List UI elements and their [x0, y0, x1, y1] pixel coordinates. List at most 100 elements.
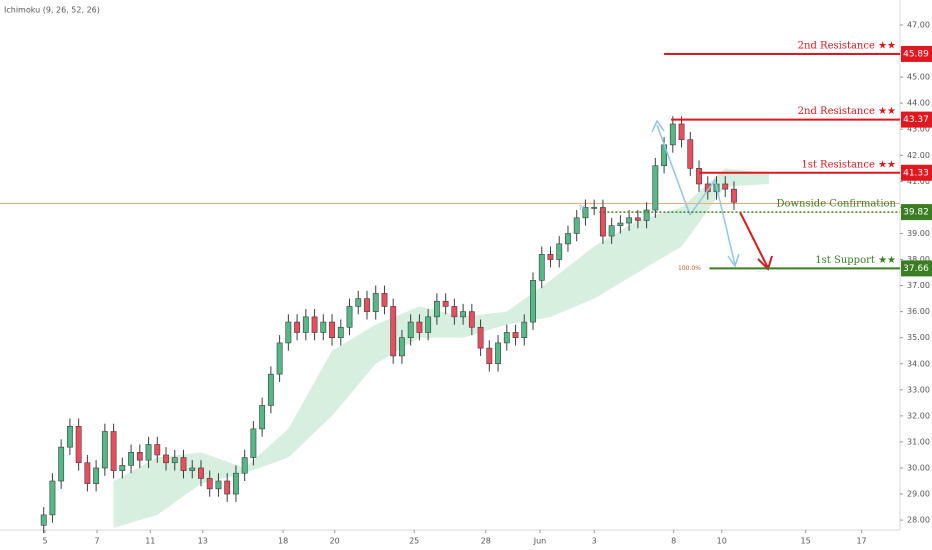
candle-body	[128, 452, 134, 466]
price-tag-label: 39.82	[903, 208, 929, 218]
level-label: 2nd Resistance ★★	[798, 40, 896, 51]
y-tick-label: 33.00	[907, 385, 930, 394]
candle-body	[652, 165, 659, 211]
candle-body	[608, 225, 615, 237]
y-tick-label: 34.00	[907, 359, 930, 368]
blue-arrow-head	[651, 119, 665, 133]
candle-body	[669, 123, 676, 146]
candle-body	[407, 321, 414, 338]
candle-body	[276, 342, 283, 375]
candle-body	[460, 311, 467, 318]
candle-body	[198, 467, 204, 479]
candle-body	[582, 207, 589, 219]
candle-body	[381, 293, 388, 307]
y-tick-label: 37.00	[907, 281, 930, 290]
candle-body	[93, 467, 100, 484]
y-tick-label: 35.00	[907, 333, 930, 342]
candle-body	[267, 373, 274, 406]
candle-body	[486, 347, 493, 365]
y-tick-label: 42.00	[907, 151, 930, 160]
candle-body	[355, 298, 362, 307]
y-tick-label: 31.00	[907, 437, 930, 446]
y-tick-label: 36.00	[907, 307, 930, 316]
candle-body	[58, 446, 65, 482]
candle-body	[451, 306, 458, 318]
candle-body	[250, 428, 257, 458]
candle-body	[110, 431, 117, 471]
level-label: 1st Support ★★	[815, 255, 896, 266]
x-tick-label: 7	[94, 537, 99, 546]
candle-body	[390, 306, 397, 357]
candle-body	[346, 306, 353, 328]
candle-body	[634, 217, 641, 221]
candle-body	[75, 425, 82, 464]
x-tick-label: 18	[278, 537, 288, 546]
y-tick-label: 47.00	[907, 21, 930, 30]
candle-body	[468, 311, 475, 328]
candle-body	[442, 300, 449, 307]
candle-body	[722, 183, 729, 190]
candle-body	[495, 342, 501, 365]
candle-body	[180, 457, 187, 471]
candle-body	[626, 217, 633, 224]
candle-body	[678, 123, 685, 140]
candle-body	[687, 139, 694, 169]
candle-body	[329, 321, 335, 338]
level-label: Downside Confirmation	[776, 199, 896, 210]
candle-body	[337, 326, 344, 338]
candle-body	[215, 480, 222, 490]
candle-body	[206, 478, 213, 490]
blue-arrow	[689, 178, 736, 266]
candle-body	[241, 457, 248, 474]
price-tag	[901, 45, 932, 62]
candle-body	[643, 209, 650, 221]
y-tick-label: 41.00	[907, 177, 930, 186]
y-tick-label: 43.00	[907, 125, 930, 134]
x-tick-label: 10	[717, 537, 727, 546]
candle-body	[512, 332, 519, 338]
y-tick-label: 45.00	[907, 73, 930, 82]
price-tag-label: 45.89	[903, 49, 929, 59]
x-tick-label: 5	[42, 537, 47, 546]
indicator-label: Ichimoku (9, 26, 52, 26)	[4, 6, 100, 15]
candle-body	[40, 514, 47, 526]
candle-body	[530, 280, 536, 323]
candle-body	[599, 207, 606, 237]
candle-body	[704, 183, 711, 193]
x-tick-label: 11	[145, 537, 155, 546]
x-tick-label: 28	[481, 537, 491, 546]
candle-body	[145, 444, 152, 461]
price-tag	[901, 164, 932, 181]
candle-body	[285, 321, 292, 344]
y-tick-label: 44.00	[907, 99, 930, 108]
y-tick-label: 28.00	[907, 516, 930, 525]
y-tick-label: 39.00	[907, 229, 930, 238]
candle-body	[259, 405, 266, 430]
price-tag	[901, 111, 932, 128]
candle-body	[547, 254, 554, 260]
candle-body	[399, 337, 405, 357]
x-tick-label: 20	[330, 537, 340, 546]
candle-body	[101, 431, 108, 469]
level-label: 2nd Resistance ★★	[798, 106, 896, 117]
candle-body	[66, 425, 73, 448]
candle-body	[617, 222, 624, 226]
y-tick-label: 29.00	[907, 490, 930, 499]
candle-body	[171, 457, 178, 464]
candle-body	[294, 321, 301, 333]
candle-body	[565, 233, 571, 245]
price-tag	[901, 260, 932, 277]
x-tick-label: 13	[198, 537, 208, 546]
candle-body	[503, 332, 510, 344]
y-tick-label: 30.00	[907, 463, 930, 472]
plot-layer	[0, 116, 900, 534]
candle-body	[302, 316, 309, 333]
candle-body	[84, 462, 91, 484]
y-tick-label: 32.00	[907, 411, 930, 420]
candle-body	[696, 168, 702, 185]
candle-body	[591, 207, 598, 209]
fib-label: 100.0%	[678, 265, 701, 272]
x-tick-label: 8	[671, 537, 676, 546]
